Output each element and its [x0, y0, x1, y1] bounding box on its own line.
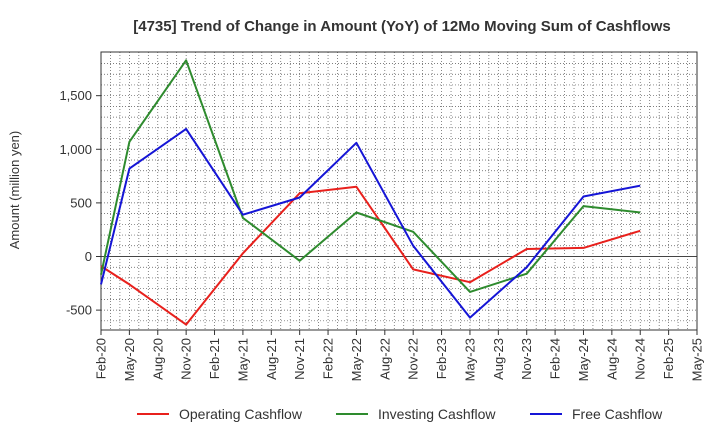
legend-item: Operating Cashflow: [137, 406, 303, 422]
legend-label: Operating Cashflow: [179, 406, 303, 422]
y-tick-label: -500: [66, 303, 92, 318]
plot-frame: [100, 51, 698, 331]
x-tick-label: Aug-23: [491, 338, 506, 380]
x-tick-label: Feb-21: [207, 338, 222, 379]
y-axis-label: Amount (million yen): [7, 131, 22, 250]
x-tick-label: Feb-25: [661, 338, 676, 379]
x-tick-label: Aug-21: [264, 338, 279, 380]
x-tick-label: Aug-24: [604, 338, 619, 380]
x-tick-label: Nov-20: [179, 338, 194, 380]
legend-item: Free Cashflow: [530, 406, 663, 422]
axes: -500 0 500 1,000 1,500 Feb-20 May-20 Aug-20 Nov-…: [59, 51, 705, 381]
x-tick-label: Aug-20: [150, 338, 165, 380]
series-line-operating-cashflow: [100, 185, 641, 326]
x-tick-label: Nov-22: [406, 338, 421, 380]
legend-label: Investing Cashflow: [378, 406, 496, 422]
x-tick-label: May-23: [462, 338, 477, 381]
x-tick-label: Feb-24: [548, 338, 563, 379]
x-tick-label: May-24: [576, 338, 591, 381]
x-tick-label: Nov-21: [292, 338, 307, 380]
x-tick-label: May-25: [690, 338, 705, 381]
series-line-free-cashflow: [100, 127, 641, 319]
x-tick-label: May-20: [122, 338, 137, 381]
x-tick-label: Feb-23: [434, 338, 449, 379]
x-tick-label: Feb-22: [321, 338, 336, 379]
chart-title: [4735] Trend of Change in Amount (YoY) o…: [133, 18, 671, 35]
y-tick-label: 1,500: [59, 88, 92, 103]
x-tick-label: Feb-20: [94, 338, 109, 379]
grid: [101, 52, 697, 330]
x-tick-label: Nov-24: [633, 338, 648, 380]
legend-label: Free Cashflow: [572, 406, 663, 422]
x-tick-label: May-21: [235, 338, 250, 381]
x-tick-label: May-22: [349, 338, 364, 381]
series-lines: [100, 59, 641, 326]
y-tick-label: 500: [70, 195, 92, 210]
x-tick-label: Nov-23: [519, 338, 534, 380]
series-line-investing-cashflow: [100, 59, 641, 293]
y-tick-label: 1,000: [59, 142, 92, 157]
legend: Operating Cashflow Investing Cashflow Free…: [137, 406, 663, 422]
y-tick-label: 0: [85, 249, 92, 264]
legend-item: Investing Cashflow: [336, 406, 496, 422]
x-tick-label: Aug-22: [377, 338, 392, 380]
